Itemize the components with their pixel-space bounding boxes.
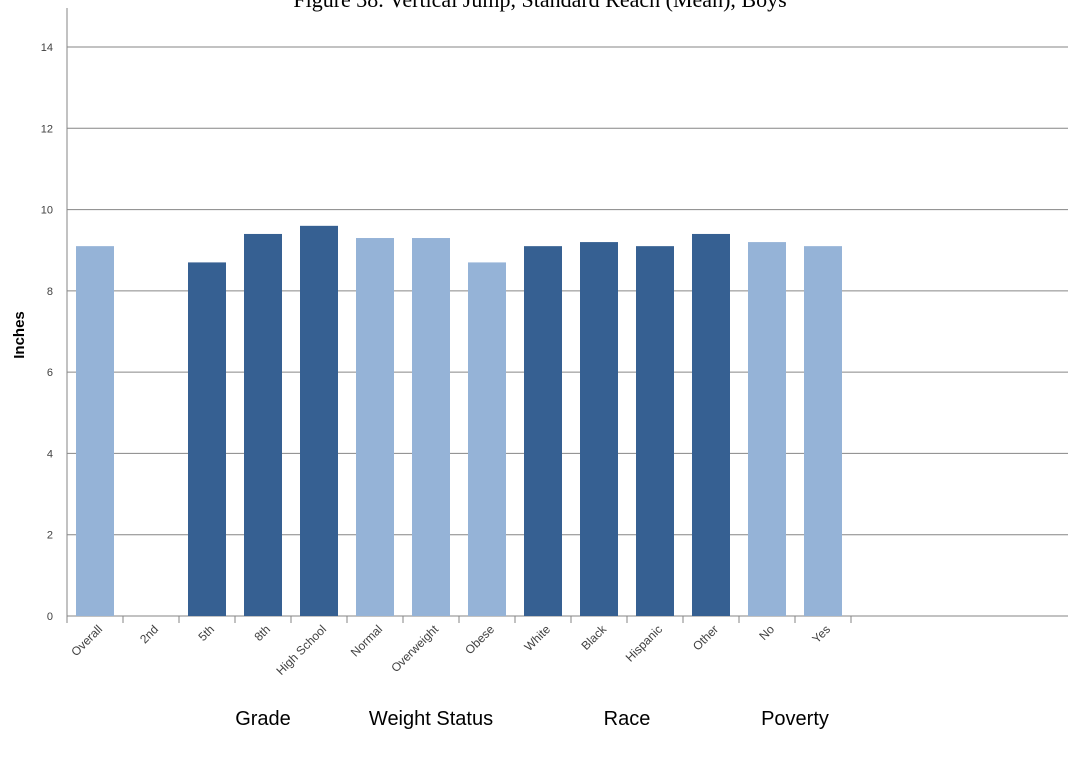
group-label-poverty: Poverty [761, 708, 829, 730]
x-tick-label: Overall [68, 622, 105, 659]
bar-overall [76, 246, 114, 616]
bar-5th [188, 262, 226, 616]
y-tick-label: 14 [41, 42, 53, 54]
bar-overweight [412, 238, 450, 616]
x-tick-label: 8th [251, 622, 273, 644]
bar-normal [356, 238, 394, 616]
y-axis-ticks: 0 2 4 6 8 10 12 14 [41, 42, 53, 623]
x-tick-label: Black [578, 622, 609, 653]
group-label-race: Race [604, 708, 651, 730]
x-tick-label: Normal [348, 622, 385, 659]
category-group-labels: Grade Weight Status Race Poverty [235, 708, 829, 730]
x-tick-label: White [522, 622, 554, 654]
y-axis-label: Inches [11, 311, 28, 359]
y-tick-label: 8 [47, 286, 53, 298]
x-tick-label: 2nd [137, 622, 161, 646]
y-tick-label: 4 [47, 448, 53, 460]
group-label-weight-status: Weight Status [369, 708, 493, 730]
x-tick-label: Overweight [388, 622, 441, 675]
x-tick-label: No [756, 622, 777, 643]
x-tick-label: High School [273, 622, 329, 678]
x-tick-label: 5th [195, 622, 217, 644]
bar-white [524, 246, 562, 616]
bar-yes [804, 246, 842, 616]
group-label-grade: Grade [235, 708, 291, 730]
bars [76, 225, 842, 617]
bar-other [692, 233, 730, 616]
bar-black [580, 242, 618, 617]
bar-hispanic [636, 246, 674, 616]
x-tick-label: Obese [462, 622, 497, 657]
y-tick-label: 2 [47, 530, 53, 542]
x-tick-label: Yes [809, 622, 833, 646]
gridlines [66, 8, 1068, 623]
x-tick-label: Hispanic [623, 622, 665, 664]
x-axis-ticks: Overall 2nd 5th 8th High School Normal Overwei… [68, 622, 833, 678]
y-tick-label: 6 [47, 367, 53, 379]
bar-high-school [300, 225, 338, 617]
bar-no [748, 242, 786, 617]
chart-title: Figure 38. Vertical Jump, Standard Reach… [293, 0, 786, 12]
x-tick-label: Other [690, 622, 721, 653]
bar-8th [244, 233, 282, 616]
y-tick-label: 10 [41, 205, 53, 217]
y-tick-label: 0 [47, 611, 53, 623]
y-tick-label: 12 [41, 123, 53, 135]
bar-obese [468, 262, 506, 616]
